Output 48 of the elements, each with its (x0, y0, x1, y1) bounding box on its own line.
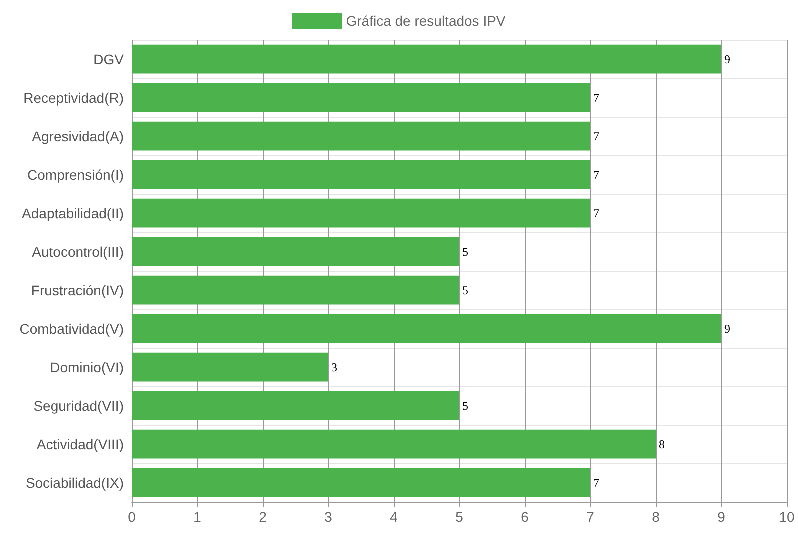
y-tick-label: Actividad(VIII) (36, 436, 124, 452)
bar (132, 314, 722, 344)
y-tick-label: Autocontrol(III) (32, 244, 124, 260)
y-tick-label: Combatividad(V) (20, 320, 124, 337)
bar (132, 468, 590, 498)
y-tick-label: DGV (94, 51, 125, 68)
bar (132, 430, 656, 459)
data-label: 3 (332, 360, 338, 374)
data-label: 7 (594, 129, 600, 144)
data-label: 5 (462, 398, 468, 413)
y-tick-label: Frustración(IV) (31, 282, 124, 298)
x-tick-label: 9 (718, 509, 726, 525)
data-label: 7 (594, 90, 600, 105)
bar (132, 44, 722, 74)
x-tick-label: 3 (324, 509, 333, 525)
data-label: 7 (594, 476, 600, 490)
data-label: 9 (724, 52, 730, 66)
bar (132, 83, 590, 112)
x-tick-label: 10 (779, 509, 795, 525)
x-tick-label: 0 (128, 509, 136, 525)
bar (132, 352, 328, 382)
bar (132, 160, 590, 190)
y-tick-label: Comprensión(I) (28, 166, 124, 183)
y-tick-label: Agresividad(A) (32, 128, 124, 144)
x-tick-label: 6 (521, 509, 530, 525)
bar (132, 122, 590, 151)
y-tick-label: Adaptabilidad(II) (22, 205, 124, 222)
data-label: 5 (462, 283, 468, 298)
data-label: 5 (462, 244, 468, 259)
x-tick-label: 1 (194, 509, 202, 525)
data-label: 7 (594, 168, 600, 182)
y-tick-label: Dominio(VI) (50, 359, 124, 376)
x-tick-label: 5 (456, 509, 464, 525)
bar (132, 276, 460, 305)
x-tick-label: 7 (586, 509, 595, 525)
x-tick-label: 4 (390, 509, 398, 525)
legend-label: Gráfica de resultados IPV (346, 13, 506, 29)
x-tick-label: 2 (259, 509, 268, 525)
bar (132, 237, 460, 266)
bar (132, 391, 460, 420)
data-label: 8 (659, 437, 665, 452)
x-tick-label: 8 (652, 509, 660, 525)
data-label: 7 (594, 206, 600, 220)
y-tick-label: Receptividad(R) (24, 90, 124, 106)
y-tick-label: Sociabilidad(IX) (26, 474, 124, 491)
data-label: 9 (724, 322, 730, 336)
y-tick-label: Seguridad(VII) (34, 398, 124, 414)
bar (132, 198, 590, 228)
